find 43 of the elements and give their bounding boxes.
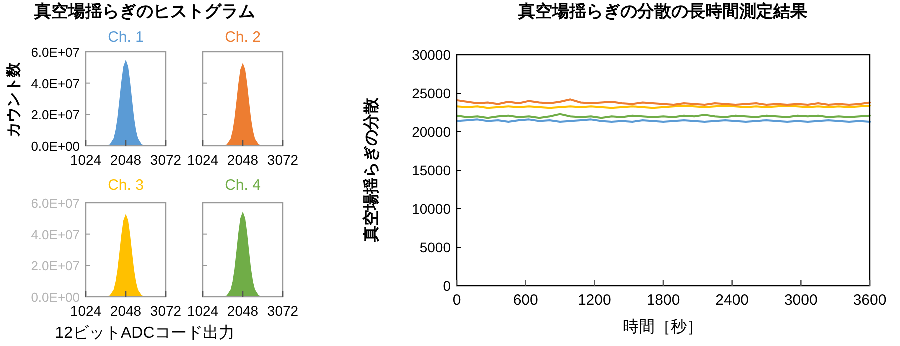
series-label: Ch. 4 <box>225 177 261 194</box>
x-tick-label: 3072 <box>150 303 182 319</box>
y-tick-label: 0.0E+00 <box>31 139 80 154</box>
x-tick-label: 2048 <box>227 303 259 319</box>
y-tick-label: 5000 <box>420 240 452 256</box>
x-tick-label: 600 <box>513 292 538 309</box>
y-tick-label: 4.0E+07 <box>31 76 80 92</box>
y-tick-label: 25000 <box>412 86 452 102</box>
y-tick-label: 0.0E+00 <box>31 290 80 305</box>
x-tick-label: 3072 <box>267 303 299 319</box>
y-tick-label: 15000 <box>412 162 452 178</box>
y-tick-label: 6.0E+07 <box>31 45 80 60</box>
x-axis-title: 12ビットADCコード出力 <box>55 324 235 342</box>
y-tick-label: 0 <box>443 278 452 294</box>
y-axis-title: 真空場揺らぎの分散 <box>362 97 380 243</box>
x-tick-label: 2048 <box>110 152 142 168</box>
x-tick-label: 1200 <box>578 292 612 309</box>
y-tick-label: 2.0E+07 <box>31 108 80 123</box>
x-tick-label: 1024 <box>70 152 102 168</box>
chart-title: 真空場揺らぎの分散の長時間測定結果 <box>518 2 808 21</box>
y-tick-label: 4.0E+07 <box>31 227 80 242</box>
y-tick-label: 6.0E+07 <box>31 196 80 211</box>
x-tick-label: 3072 <box>267 152 299 168</box>
x-tick-label: 3600 <box>853 292 887 309</box>
series-label: Ch. 1 <box>108 29 144 46</box>
x-tick-label: 2048 <box>110 303 142 319</box>
y-tick-label: 10000 <box>412 201 452 217</box>
x-tick-label: 2400 <box>716 292 750 309</box>
x-tick-label: 3000 <box>784 292 818 309</box>
chart-title: 真空場揺らぎのヒストグラム <box>34 2 256 21</box>
x-tick-label: 1024 <box>187 303 219 319</box>
x-tick-label: 1800 <box>646 292 680 309</box>
x-tick-label: 3072 <box>150 152 182 168</box>
y-axis-title: カウント数 <box>6 62 22 138</box>
x-tick-label: 2048 <box>227 152 259 168</box>
series-label: Ch. 3 <box>108 177 144 194</box>
y-tick-label: 30000 <box>412 47 452 63</box>
y-tick-label: 20000 <box>412 124 452 140</box>
x-tick-label: 1024 <box>187 152 219 168</box>
series-label: Ch. 2 <box>225 29 261 46</box>
y-tick-label: 2.0E+07 <box>31 258 80 274</box>
x-axis-title: 時間［秒］ <box>623 318 703 336</box>
x-tick-label: 1024 <box>70 303 102 319</box>
